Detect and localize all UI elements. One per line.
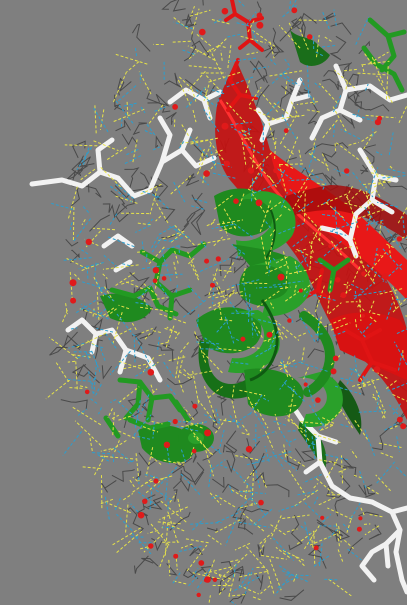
contact-lines [51,0,407,605]
green-stick-residues [103,17,407,439]
green-helix-ribbon [100,188,343,464]
oxygen-atoms [69,7,407,598]
white-stick-residues [29,63,407,595]
